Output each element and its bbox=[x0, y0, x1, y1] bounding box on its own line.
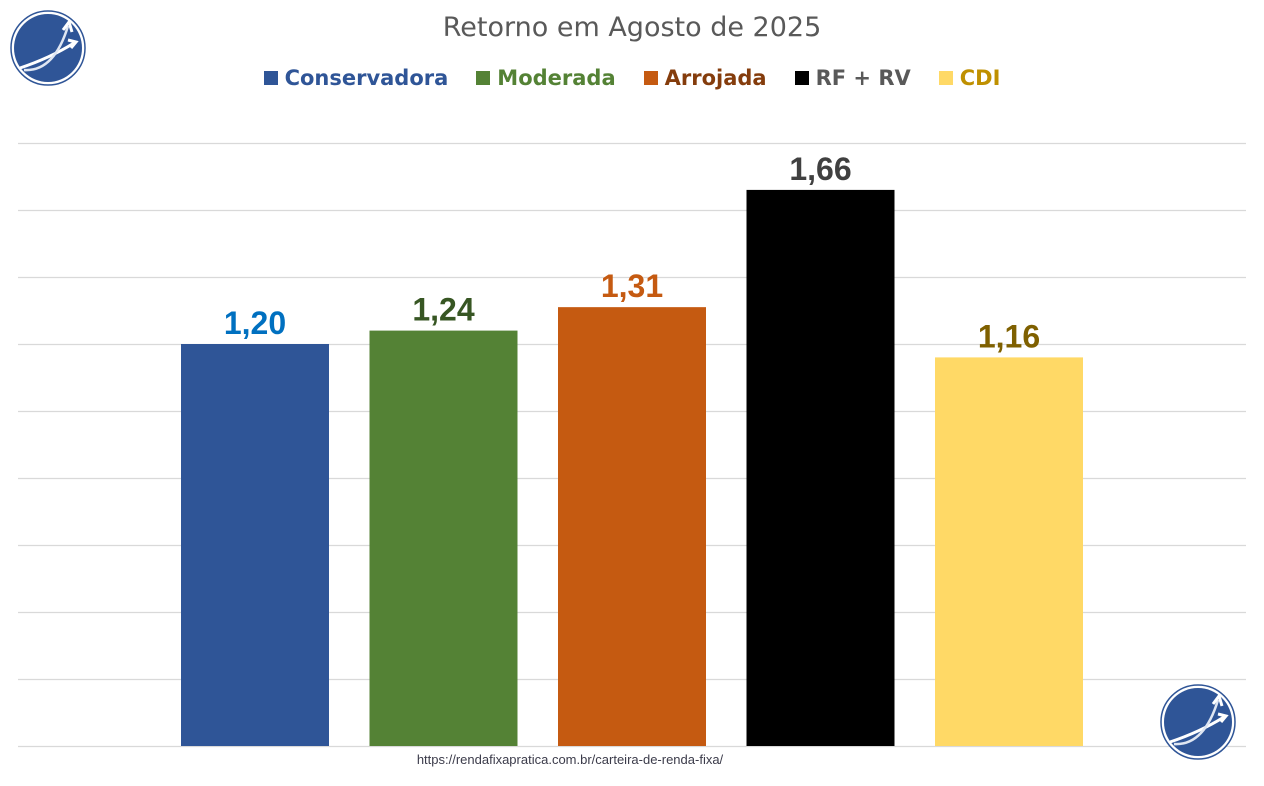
bar-cdi bbox=[935, 357, 1083, 746]
legend-swatch bbox=[794, 71, 809, 85]
legend-swatch bbox=[938, 71, 953, 85]
logo-icon-bottom-right bbox=[1160, 684, 1236, 760]
legend-item: Arrojada bbox=[643, 66, 767, 90]
bars bbox=[181, 189, 1083, 746]
data-label: 1,24 bbox=[412, 292, 474, 328]
chart-title: Retorno em Agosto de 2025 bbox=[442, 12, 822, 43]
legend-item: RF + RV bbox=[794, 66, 911, 90]
legend-label: RF + RV bbox=[815, 66, 911, 90]
legend-item: CDI bbox=[938, 66, 1001, 90]
legend-swatch bbox=[643, 71, 658, 85]
logo-icon-top-left bbox=[10, 10, 86, 86]
data-label: 1,20 bbox=[224, 305, 286, 341]
source-url[interactable]: https://rendafixapratica.com.br/carteira… bbox=[416, 752, 724, 767]
data-labels: 1,20 1,24 1,31 1,66 1,16 bbox=[224, 151, 1040, 355]
legend-item: Conservadora bbox=[263, 66, 449, 90]
legend-swatch bbox=[263, 71, 278, 85]
bar-conservadora bbox=[181, 344, 329, 746]
data-label: 1,16 bbox=[978, 318, 1040, 354]
bar-moderada bbox=[369, 330, 518, 746]
legend-label: Moderada bbox=[497, 66, 616, 90]
legend: Conservadora Moderada Arrojada RF + RV CDI bbox=[0, 66, 1264, 90]
bar-rf-rv bbox=[746, 189, 895, 746]
data-label: 1,66 bbox=[789, 151, 851, 187]
legend-label: Arrojada bbox=[664, 66, 767, 90]
legend-item: Moderada bbox=[476, 66, 616, 90]
legend-label: Conservadora bbox=[284, 66, 449, 90]
legend-swatch bbox=[476, 71, 491, 85]
bar-arrojada bbox=[558, 307, 706, 746]
legend-label: CDI bbox=[959, 66, 1001, 90]
data-label: 1,31 bbox=[601, 268, 663, 304]
